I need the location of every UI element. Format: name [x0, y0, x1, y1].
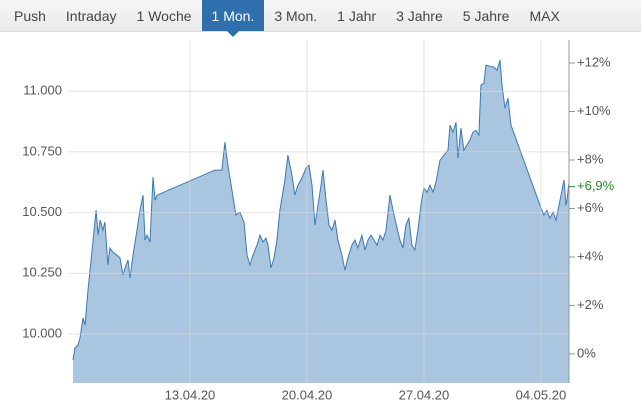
x-tick-label: 20.04.20 — [282, 387, 333, 402]
x-tick-label: 27.04.20 — [399, 387, 450, 402]
price-line — [72, 59, 570, 360]
range-tab[interactable]: 5 Jahre — [462, 8, 510, 24]
range-tab[interactable]: MAX — [529, 8, 560, 24]
y2-tick-label: +8% — [577, 151, 604, 166]
x-tick-label: 13.04.20 — [165, 387, 216, 402]
range-tab[interactable]: 1 Woche — [136, 8, 192, 24]
y2-tick-label: +6% — [577, 200, 604, 215]
y-tick-label: 10.000 — [22, 325, 62, 340]
y-tick-label: 10.500 — [22, 204, 62, 219]
y2-tick-label: +2% — [577, 297, 604, 312]
price-area — [73, 60, 569, 383]
y-tick-label: 11.000 — [23, 83, 62, 98]
last-change-label: +6,9% — [577, 178, 615, 193]
range-tabs: Push Intraday 1 Woche 1 Mon. 3 Mon. 1 Jahr 3 J… — [0, 0, 641, 37]
range-tab[interactable]: Push — [14, 8, 46, 24]
range-tab[interactable]: 3 Mon. — [274, 8, 318, 24]
x-tick-label: 04.05.20 — [516, 387, 567, 402]
range-tab[interactable]: 3 Jahre — [396, 8, 443, 24]
range-tab[interactable]: Intraday — [65, 8, 117, 24]
range-tab[interactable]: 1 Mon. — [201, 0, 265, 37]
y-tick-label: 10.750 — [22, 143, 62, 158]
y2-tick-label: +12% — [577, 54, 611, 69]
y2-tick-label: 0% — [577, 345, 596, 360]
y2-tick-label: +4% — [577, 248, 604, 263]
y2-tick-label: +10% — [577, 103, 611, 118]
range-tab[interactable]: 1 Jahr — [337, 8, 377, 24]
y-tick-label: 10.250 — [22, 265, 62, 280]
